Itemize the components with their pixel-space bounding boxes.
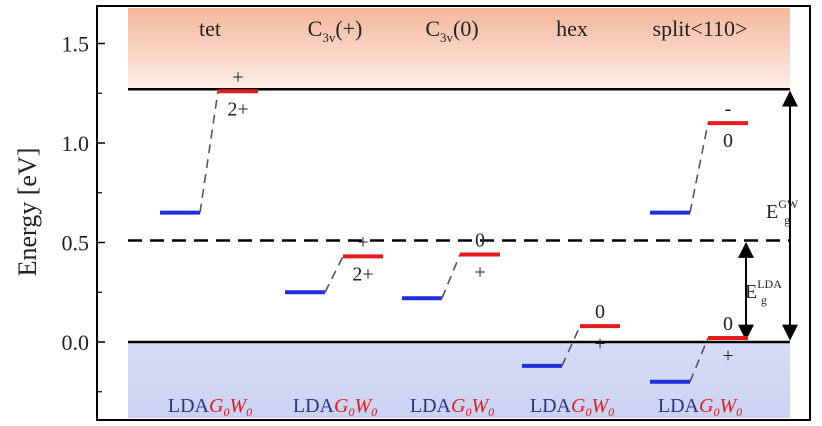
connector-3: [561, 325, 581, 367]
config-header: tet: [199, 16, 221, 41]
method-label: LDAG0W0: [293, 395, 377, 419]
connector-4-b: [689, 122, 709, 213]
connector-4: [689, 337, 709, 383]
y-tick-label: 0.0: [62, 330, 90, 355]
charge-below-4: +: [722, 345, 733, 367]
config-header: hex: [556, 16, 588, 41]
charge-below-4-b: 0: [723, 130, 733, 152]
config-header: C3v(+): [308, 16, 363, 45]
charge-above-4-b: -: [725, 98, 732, 120]
connector-0: [199, 91, 219, 213]
charge-below-2: +: [474, 261, 485, 283]
method-label: LDAG0W0: [658, 395, 742, 419]
charge-below-1: 2+: [352, 263, 373, 285]
lda-gap-label: ELDA g: [745, 277, 782, 307]
method-label: LDAG0W0: [168, 395, 252, 419]
connector-1: [324, 256, 344, 293]
charge-below-0: 2+: [227, 98, 248, 120]
config-header: split<110>: [653, 16, 748, 41]
gw-gap-label: EGW g: [766, 197, 799, 227]
charge-above-4: 0: [723, 313, 733, 335]
plot-frame: [96, 5, 811, 421]
charge-above-1: +: [357, 231, 368, 253]
method-label: LDAG0W0: [530, 395, 614, 419]
conduction-band-area: [128, 8, 790, 90]
charge-above-3: 0: [595, 301, 605, 323]
method-label: LDAG0W0: [410, 395, 494, 419]
charge-below-3: +: [594, 333, 605, 355]
y-tick-label: 0.5: [62, 231, 90, 256]
y-axis-label: Energy [eV]: [13, 148, 42, 277]
connector-2: [441, 254, 461, 299]
charge-above-0: +: [232, 66, 243, 88]
charge-above-2: 0: [475, 229, 485, 251]
y-tick-label: 1.5: [62, 32, 90, 57]
y-tick-label: 1.0: [62, 131, 90, 156]
config-header: C3v(0): [425, 16, 478, 45]
